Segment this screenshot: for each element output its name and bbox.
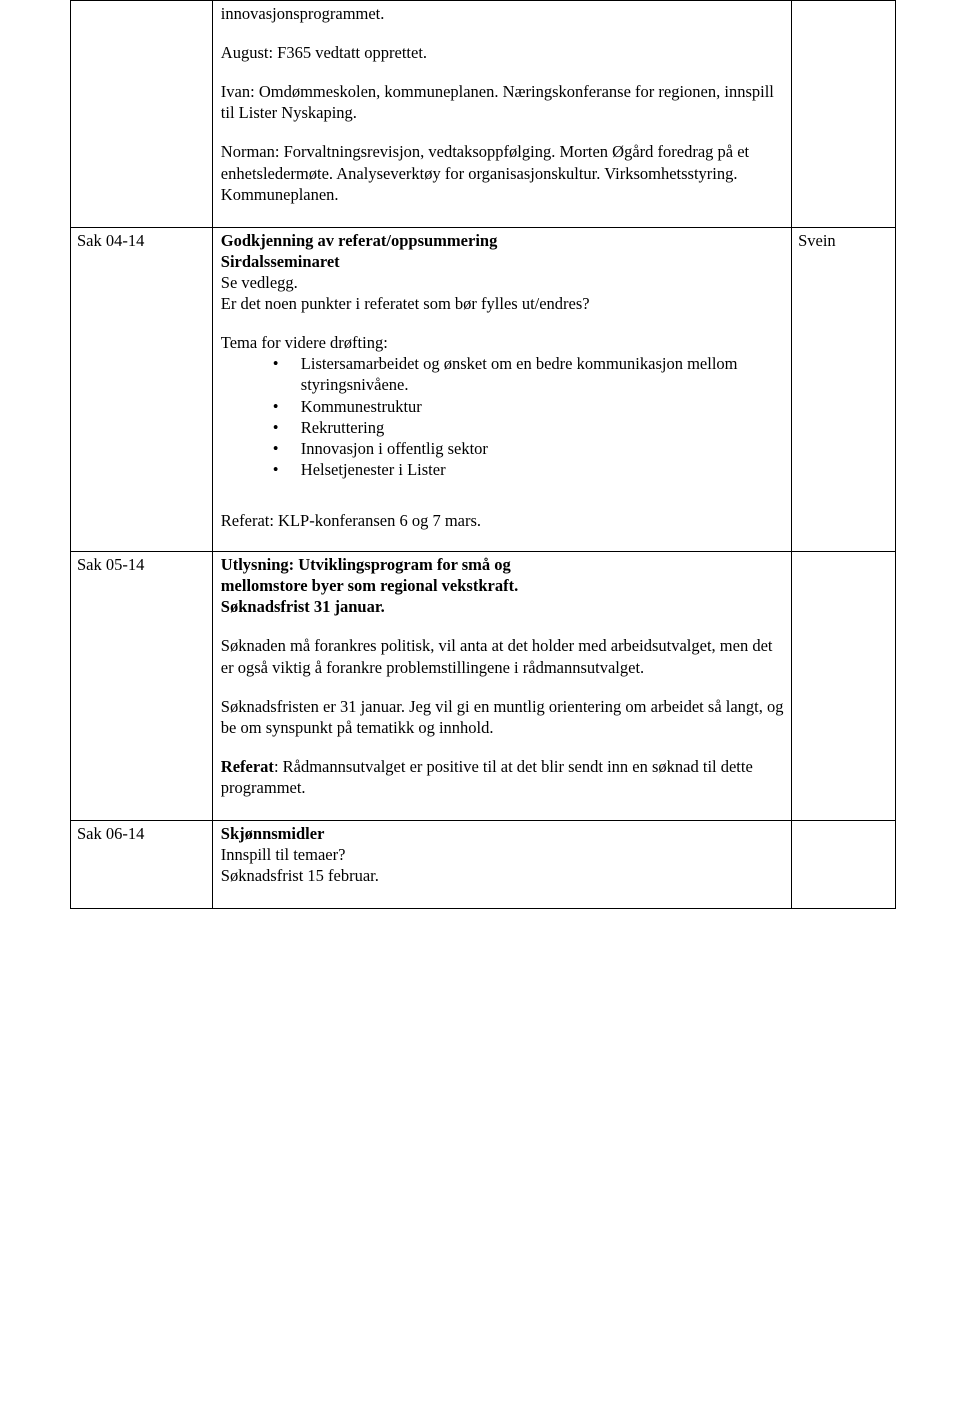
table-row: Sak 06-14 Skjønnsmidler Innspill til tem… [71, 821, 896, 909]
text-line: Er det noen punkter i referatet som bør … [221, 294, 590, 313]
list-item: Helsetjenester i Lister [273, 459, 785, 480]
cell-responsible [792, 552, 896, 821]
cell-sak-id: Sak 04-14 [71, 227, 213, 551]
heading-line: Sirdalsseminaret [221, 252, 340, 271]
cell-content: innovasjonsprogrammet. August: F365 vedt… [212, 1, 791, 228]
table-row: Sak 04-14 Godkjenning av referat/oppsumm… [71, 227, 896, 551]
referat-paragraph: Referat: Rådmannsutvalget er positive ti… [221, 756, 785, 798]
sak-id: Sak 05-14 [77, 555, 144, 574]
page: innovasjonsprogrammet. August: F365 vedt… [0, 0, 960, 909]
referat-line: Referat: KLP-konferansen 6 og 7 mars. [221, 510, 785, 531]
paragraph: Norman: Forvaltningsrevisjon, vedtaksopp… [221, 141, 785, 204]
agenda-table: innovasjonsprogrammet. August: F365 vedt… [70, 0, 896, 909]
text-line: Innspill til temaer? [221, 845, 346, 864]
referat-label: Referat [221, 757, 274, 776]
referat-text: : Rådmannsutvalget er positive til at de… [221, 757, 753, 797]
paragraph: August: F365 vedtatt opprettet. [221, 42, 785, 63]
responsible-name: Svein [798, 231, 836, 250]
cell-content: Godkjenning av referat/oppsummering Sird… [212, 227, 791, 551]
tema-intro: Tema for videre drøfting: [221, 332, 785, 353]
paragraph: innovasjonsprogrammet. [221, 3, 785, 24]
paragraph: Godkjenning av referat/oppsummering Sird… [221, 230, 785, 314]
heading-line: Søknadsfrist 31 januar. [221, 597, 385, 616]
heading-line: mellomstore byer som regional vekstkraft… [221, 576, 518, 595]
table-row: innovasjonsprogrammet. August: F365 vedt… [71, 1, 896, 228]
list-item: Listersamarbeidet og ønsket om en bedre … [273, 353, 785, 395]
cell-responsible [792, 1, 896, 228]
text-line: Søknadsfrist 15 februar. [221, 866, 379, 885]
list-item: Innovasjon i offentlig sektor [273, 438, 785, 459]
list-item: Kommunestruktur [273, 396, 785, 417]
cell-sak-id: Sak 06-14 [71, 821, 213, 909]
table-row: Sak 05-14 Utlysning: Utviklingsprogram f… [71, 552, 896, 821]
sak-id: Sak 04-14 [77, 231, 144, 250]
paragraph: Skjønnsmidler Innspill til temaer? Søkna… [221, 823, 785, 886]
cell-sak-id [71, 1, 213, 228]
cell-sak-id: Sak 05-14 [71, 552, 213, 821]
heading-line: Skjønnsmidler [221, 824, 325, 843]
text-line: Se vedlegg. [221, 273, 298, 292]
sak-id: Sak 06-14 [77, 824, 144, 843]
cell-content: Skjønnsmidler Innspill til temaer? Søkna… [212, 821, 791, 909]
paragraph: Søknaden må forankres politisk, vil anta… [221, 635, 785, 677]
cell-responsible: Svein [792, 227, 896, 551]
cell-responsible [792, 821, 896, 909]
heading-line: Godkjenning av referat/oppsummering [221, 231, 498, 250]
list-item: Rekruttering [273, 417, 785, 438]
paragraph: Ivan: Omdømmeskolen, kommuneplanen. Næri… [221, 81, 785, 123]
bullet-list: Listersamarbeidet og ønsket om en bedre … [221, 353, 785, 480]
paragraph: Utlysning: Utviklingsprogram for små og … [221, 554, 785, 617]
cell-content: Utlysning: Utviklingsprogram for små og … [212, 552, 791, 821]
heading-line: Utlysning: Utviklingsprogram for små og [221, 555, 511, 574]
paragraph: Søknadsfristen er 31 januar. Jeg vil gi … [221, 696, 785, 738]
